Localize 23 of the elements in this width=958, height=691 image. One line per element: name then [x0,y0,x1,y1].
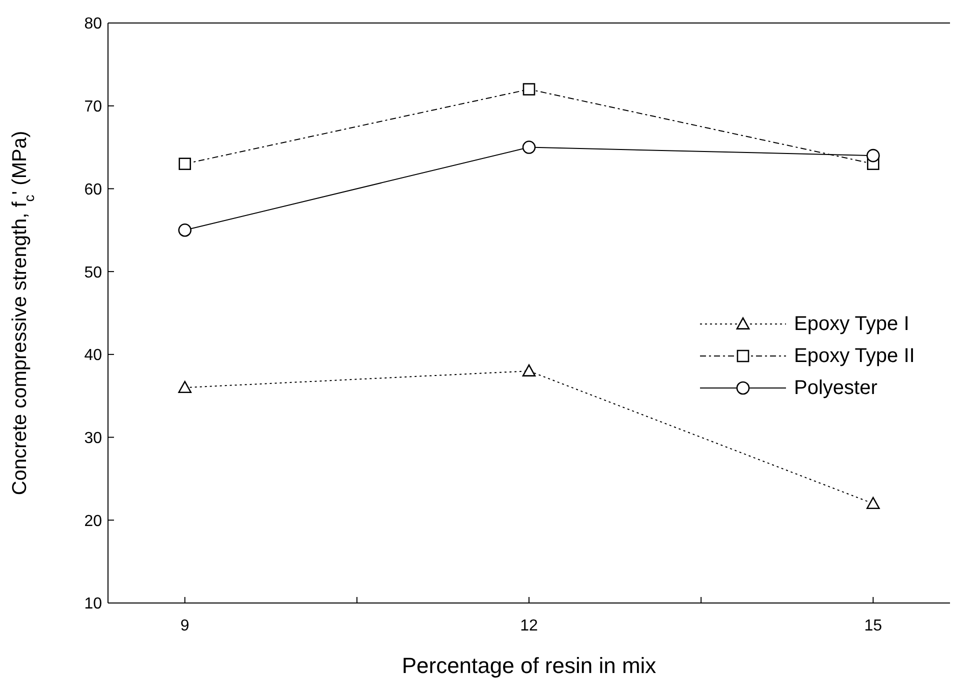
point [866,148,880,162]
y-tick-label: 10 [84,596,102,613]
point [866,496,880,510]
legend-label: Epoxy Type I [794,312,910,336]
point [522,140,536,154]
point [178,380,192,394]
point [522,83,536,96]
point [522,364,536,376]
y-tick-label: 40 [84,347,102,364]
x-tick-label: 15 [864,617,882,634]
x-tick-label: 12 [520,617,538,634]
y-tick-label: 30 [84,430,102,447]
legend-label: Epoxy Type II [794,344,915,368]
y-tick-label: 20 [84,512,102,530]
x-tick-label: 9 [180,617,190,634]
point [178,158,192,170]
y-tick-label: 70 [84,98,102,116]
point [178,223,192,237]
y-tick-label: 80 [84,16,102,33]
legend-label: Polyester [794,376,878,400]
x-axis-title: Percentage of resin in mix [402,653,656,678]
y-tick-label: 60 [84,181,102,198]
y-tick-label: 50 [84,264,102,282]
